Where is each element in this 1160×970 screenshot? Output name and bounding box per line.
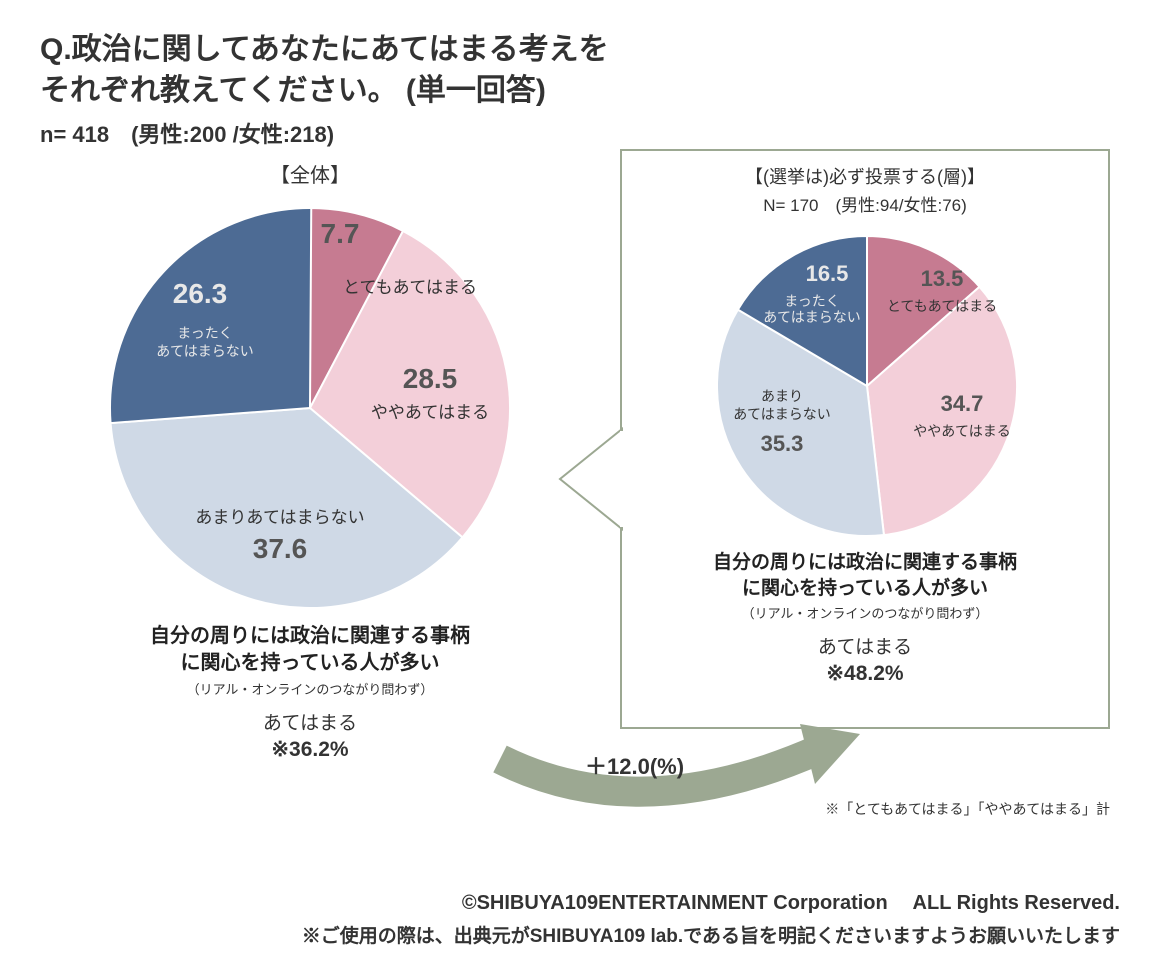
svg-text:まったく: まったく: [177, 325, 232, 341]
charts-container: 【全体】 7.7とてもあてはまる28.5ややあてはまる37.6あまりあてはまらな…: [0, 149, 1160, 819]
caption-right-sum: あてはまる: [622, 632, 1108, 659]
question-line2: それぞれ教えてください。 (単一回答): [40, 74, 546, 107]
svg-text:16.5: 16.5: [806, 261, 849, 286]
arrow-head-icon: [800, 724, 860, 784]
question-line1: Q.政治に関してあなたにあてはまる考えを: [40, 33, 609, 66]
usage-note: ※ご使用の際は、出典元がSHIBUYA109 lab.である旨を明記くださいます…: [40, 921, 1120, 948]
question-text: Q.政治に関してあなたにあてはまる考えを それぞれ教えてください。 (単一回答): [40, 30, 1120, 111]
svg-text:13.5: 13.5: [921, 266, 964, 291]
svg-text:ややあてはまる: ややあてはまる: [371, 403, 489, 422]
caption-right-small: （リアル・オンラインのつながり問わず）: [622, 603, 1108, 622]
caption-left-main: 自分の周りには政治に関連する事柄 に関心を持っている人が多い: [80, 623, 540, 677]
chart-left-group: 【全体】 7.7 とてもあてはまる 28.5 ややあてはまる 37.6 あまりあてはまらな…: [80, 159, 540, 762]
svg-text:とてもあてはまる: とてもあてはまる: [343, 278, 477, 297]
svg-text:あてはまらない: あてはまらない: [733, 406, 830, 422]
caption-right-main: 自分の周りには政治に関連する事柄 に関心を持っている人が多い: [622, 550, 1108, 601]
caption-left-pct: ※36.2%: [80, 737, 540, 762]
svg-text:34.7: 34.7: [941, 391, 984, 416]
callout-notch: [560, 429, 622, 529]
svg-text:26.3: 26.3: [173, 278, 228, 309]
svg-text:ややあてはまる: ややあてはまる: [913, 423, 1010, 439]
caption-left-sum: あてはまる: [80, 708, 540, 735]
caption-left: 自分の周りには政治に関連する事柄 に関心を持っている人が多い （リアル・オンライ…: [80, 623, 540, 762]
svg-text:あてはまらない: あてはまらない: [156, 343, 253, 359]
pie-chart-left: 7.7 とてもあてはまる 28.5 ややあてはまる 37.6 あまりあてはまらない 26.3…: [80, 188, 540, 618]
svg-text:とてもあてはまる: とてもあてはまる: [887, 298, 997, 314]
pie-chart-right: 13.5とてもあてはまる34.7ややあてはまる35.3あまりあてはまらない16.…: [622, 216, 1112, 546]
copyright: ©SHIBUYA109ENTERTAINMENT Corporation ALL…: [40, 886, 1120, 915]
svg-text:37.6: 37.6: [253, 533, 308, 564]
svg-text:あてはまらない: あてはまらない: [763, 309, 860, 325]
sample-size: n= 418 (男性:200 /女性:218): [40, 117, 1120, 149]
right-box: 【(選挙は)必ず投票する(層)】 N= 170 (男性:94/女性:76) 13…: [620, 149, 1110, 729]
caption-left-small: （リアル・オンラインのつながり問わず）: [80, 679, 540, 698]
caption-right: 自分の周りには政治に関連する事柄 に関心を持っている人が多い （リアル・オンライ…: [622, 550, 1108, 686]
svg-text:あまりあてはまらない: あまりあてはまらない: [195, 508, 364, 527]
footnote: ※「とてもあてはまる」「ややあてはまる」計: [825, 799, 1110, 819]
svg-text:あまり: あまり: [761, 388, 803, 404]
chart-right-subtitle: N= 170 (男性:94/女性:76): [622, 191, 1108, 216]
svg-text:7.7: 7.7: [321, 218, 360, 249]
svg-text:35.3: 35.3: [761, 431, 804, 456]
caption-right-pct: ※48.2%: [622, 661, 1108, 686]
svg-text:28.5: 28.5: [403, 363, 458, 394]
svg-text:まったく: まったく: [784, 293, 839, 309]
chart-right-title: 【(選挙は)必ず投票する(層)】: [622, 163, 1108, 189]
chart-left-title: 【全体】: [80, 159, 540, 188]
delta-label: ＋12.0(%): [585, 749, 684, 781]
